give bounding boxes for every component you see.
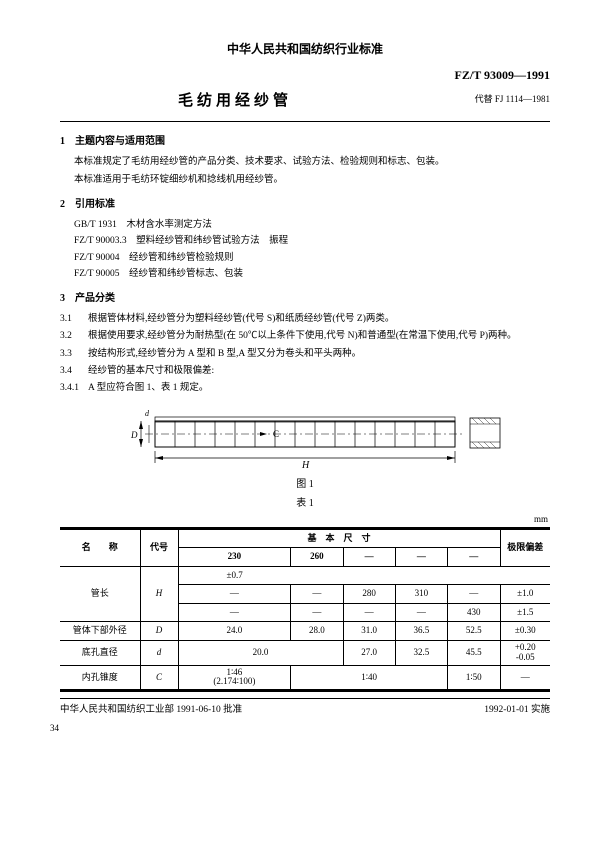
row-name: 管长	[60, 566, 140, 622]
row-name: 管体下部外径	[60, 622, 140, 641]
cell: ±1.0	[500, 585, 550, 604]
figure-1-label: 图 1	[60, 477, 550, 492]
clause-3-1: 3.1根据管体材料,经纱管分为塑料经纱管(代号 S)和纸质经纱管(代号 Z)两类…	[60, 312, 550, 326]
dim-h-label: H	[301, 460, 310, 471]
standard-org: 中华人民共和国纺织行业标准	[60, 40, 550, 58]
row-sym: C	[140, 665, 178, 690]
cell: +0.20 -0.05	[500, 640, 550, 665]
doc-title: 毛纺用经纱管	[60, 90, 410, 113]
ref-item: GB/T 1931 木材含水率测定方法	[74, 218, 550, 232]
section-1-head: 1 主题内容与适用范围	[60, 134, 550, 149]
standard-code: FZ/T 93009—1991	[410, 66, 550, 84]
table-1: 名 称 代号 基 本 尺 寸 极限偏差 230 260 — — — 管长 H ±…	[60, 527, 550, 693]
cell: —	[178, 603, 291, 622]
cell: 230	[178, 548, 291, 567]
th-basic: 基 本 尺 寸	[178, 529, 500, 548]
dim-d-label: d	[145, 409, 150, 418]
page-number: 34	[50, 722, 550, 736]
refs-list: GB/T 1931 木材含水率测定方法 FZ/T 90003.3 塑料经纱管和纬…	[74, 218, 550, 281]
cell: 310	[395, 585, 447, 604]
row-sym: D	[140, 622, 178, 641]
dim-D-label: D	[130, 430, 138, 440]
table-1-label: 表 1	[60, 496, 550, 511]
cell: —	[448, 585, 501, 604]
footer-effective: 1992-01-01 实施	[484, 703, 550, 717]
dim-c-label: C	[273, 429, 279, 439]
row-sym: H	[140, 566, 178, 622]
ref-item: FZ/T 90003.3 塑料经纱管和纬纱管试验方法 振程	[74, 234, 550, 248]
cell: —	[343, 548, 395, 567]
cell: —	[291, 585, 343, 604]
cell: 36.5	[395, 622, 447, 641]
cell: 1∶46 (2.174∶100)	[178, 665, 291, 690]
cell: 1∶50	[448, 665, 501, 690]
cell: 32.5	[395, 640, 447, 665]
clause-3-3: 3.3按结构形式,经纱管分为 A 型和 B 型,A 型又分为卷头和平头两种。	[60, 347, 550, 361]
cell: —	[395, 548, 447, 567]
clause-3-2: 3.2根据使用要求,经纱管分为耐热型(在 50℃以上条件下使用,代号 N)和普通…	[60, 329, 550, 343]
cell: 31.0	[343, 622, 395, 641]
row-name: 内孔锥度	[60, 665, 140, 690]
cell: 45.5	[448, 640, 501, 665]
cell: 27.0	[343, 640, 395, 665]
cell: ±1.5	[500, 603, 550, 622]
ref-item: FZ/T 90005 经纱管和纬纱管标志、包装	[74, 267, 550, 281]
row-name: 底孔直径	[60, 640, 140, 665]
th-name: 名 称	[60, 529, 140, 566]
clause-3-4-1: 3.4.1A 型应符合图 1、表 1 规定。	[60, 381, 550, 395]
cell: ±0.30	[500, 622, 550, 641]
s1-p2: 本标准适用于毛纺环锭细纱机和捻线机用经纱管。	[74, 173, 550, 187]
cell: 52.5	[448, 622, 501, 641]
cell: ±0.7	[178, 566, 291, 585]
cell: 430	[448, 603, 501, 622]
s1-p1: 本标准规定了毛纺用经纱管的产品分类、技术要求、试验方法、检验规则和标志、包装。	[74, 155, 550, 169]
header-divider	[60, 121, 550, 122]
cell: —	[500, 665, 550, 690]
th-tol: 极限偏差	[500, 529, 550, 566]
cell: —	[343, 603, 395, 622]
row-sym: d	[140, 640, 178, 665]
cell: 20.0	[178, 640, 343, 665]
table-unit: mm	[60, 513, 548, 527]
section-2-head: 2 引用标准	[60, 197, 550, 212]
cell: 24.0	[178, 622, 291, 641]
cell: —	[395, 603, 447, 622]
cell: 280	[343, 585, 395, 604]
footer: 中华人民共和国纺织工业部 1991-06-10 批准 1992-01-01 实施	[60, 698, 550, 717]
cell: 260	[291, 548, 343, 567]
cell: —	[448, 548, 501, 567]
cell: 28.0	[291, 622, 343, 641]
figure-1: C H D d	[60, 403, 550, 473]
replaces-note: 代替 FJ 1114—1981	[410, 93, 550, 107]
cell: —	[178, 585, 291, 604]
clause-3-4: 3.4经纱管的基本尺寸和极限偏差:	[60, 364, 550, 378]
cell: —	[291, 603, 343, 622]
ref-item: FZ/T 90004 经纱管和纬纱管检验规则	[74, 251, 550, 265]
footer-approved: 中华人民共和国纺织工业部 1991-06-10 批准	[60, 703, 242, 717]
th-sym: 代号	[140, 529, 178, 566]
section-3-head: 3 产品分类	[60, 291, 550, 306]
cell: 1∶40	[291, 665, 448, 690]
